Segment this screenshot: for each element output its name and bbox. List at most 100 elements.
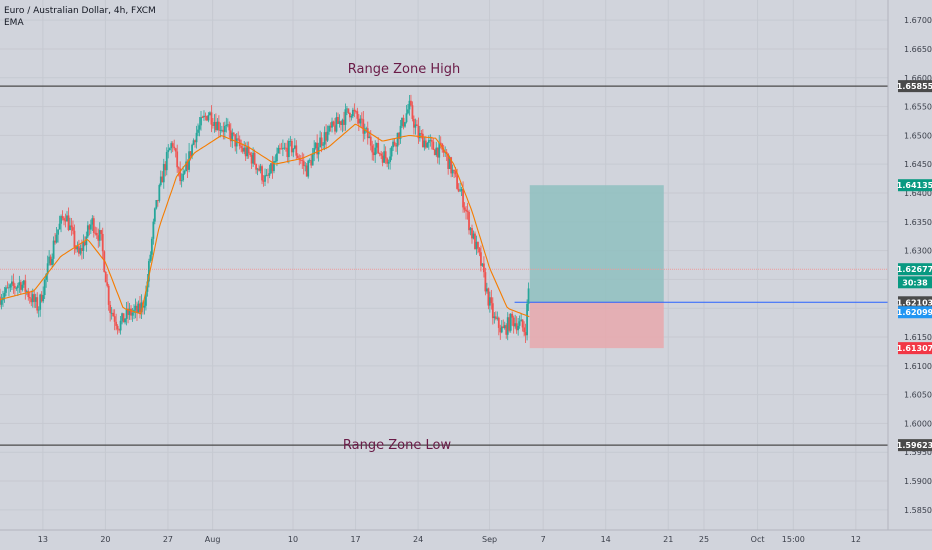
candle-body [240, 146, 243, 148]
candle-body [229, 130, 232, 142]
candle-body [12, 281, 15, 287]
candle-body [316, 142, 319, 155]
price-tick-label: 1.63000 [904, 247, 932, 256]
candle-body [237, 138, 240, 140]
candle-body [348, 112, 351, 118]
candle-body [197, 129, 199, 133]
candle-body [511, 313, 514, 318]
candle-body [27, 291, 30, 298]
candle-body [496, 317, 499, 319]
candle-body [319, 137, 322, 148]
candle-body [417, 125, 420, 139]
symbol-title[interactable]: Euro / Australian Dollar, 4h, FXCM [4, 6, 156, 16]
candle-body [326, 131, 329, 141]
candle-body [474, 233, 476, 250]
candle-body [137, 303, 140, 313]
time-tick-label: 27 [163, 535, 173, 544]
candle-body [124, 318, 126, 323]
candle-body [465, 209, 467, 212]
candle-body [11, 281, 13, 285]
candle-body [207, 115, 210, 121]
candle-body [103, 251, 106, 272]
candle-body [477, 241, 479, 249]
candle-body [284, 147, 287, 149]
candle-body [459, 190, 461, 192]
candle-body [377, 142, 380, 154]
candle-body [67, 215, 70, 230]
candle-body [524, 332, 527, 336]
candle-body [256, 168, 259, 170]
candle-body [34, 297, 37, 302]
candle-body [147, 261, 150, 282]
candle-body [18, 282, 21, 286]
candle-body [457, 188, 460, 192]
candle-body [57, 229, 59, 235]
candle-body [387, 161, 390, 164]
candle-body [337, 117, 339, 124]
candle-body [98, 230, 101, 241]
candle-body [106, 282, 109, 286]
candle-body [299, 159, 302, 161]
candle-body [261, 166, 263, 181]
candle-body [72, 227, 74, 231]
candle-body [389, 156, 392, 162]
candle-body [113, 316, 116, 322]
candle-body [380, 153, 383, 156]
candle-body [115, 321, 118, 326]
candle-body [354, 111, 357, 113]
candle-body [82, 241, 85, 251]
candle-body [19, 282, 22, 290]
candle-body [150, 238, 153, 255]
candle-body [432, 141, 435, 150]
price-badge-1-65855 [898, 80, 932, 93]
candle-body [24, 280, 27, 292]
candle-body [418, 133, 421, 139]
candle-body [55, 234, 58, 243]
candle-body [497, 317, 500, 328]
time-axis[interactable]: 13 20 27 Aug 10 17 24 Sep 7 14 21 25 Oct 15:00 12 [38, 535, 861, 544]
candle-body [475, 241, 478, 250]
candle-body [75, 246, 77, 250]
candle-body [433, 149, 436, 156]
indicator-legend-ema[interactable]: EMA [4, 18, 24, 28]
candle-body [107, 285, 110, 305]
candle-body [350, 116, 353, 118]
candle-body [42, 295, 45, 302]
candle-body [320, 137, 323, 146]
candle-body [243, 147, 246, 152]
candle-body [346, 108, 348, 110]
candle-body [502, 326, 505, 329]
candle-body [436, 147, 439, 158]
candle-body [518, 321, 521, 326]
price-tick-label: 1.66000 [904, 74, 932, 83]
candle-body [231, 132, 234, 142]
price-badge-30-38 [898, 276, 932, 289]
candle-body [503, 325, 506, 329]
candle-body [119, 320, 122, 331]
time-tick-label: 25 [699, 535, 709, 544]
candle-body [88, 225, 91, 230]
candle-body [216, 121, 219, 131]
candle-body [430, 140, 433, 142]
candle-body [78, 246, 80, 254]
candle-body [246, 146, 249, 157]
candle-body [378, 153, 381, 155]
price-badge-1-59623 [898, 439, 932, 452]
candle-body [442, 149, 445, 153]
ema-polyline [0, 123, 530, 318]
candle-body [121, 313, 123, 321]
candle-body [332, 121, 335, 126]
candle-body [286, 147, 289, 158]
candle-body [143, 305, 146, 308]
candle-body [368, 136, 371, 139]
candle-body [259, 166, 262, 171]
candle-body [9, 284, 12, 288]
candle-body [194, 140, 196, 143]
candle-body [500, 326, 503, 333]
candle-body [60, 216, 62, 224]
candle-body [16, 285, 19, 288]
candle-body [485, 288, 488, 292]
candle-body [112, 312, 115, 317]
candle-body [80, 248, 83, 251]
